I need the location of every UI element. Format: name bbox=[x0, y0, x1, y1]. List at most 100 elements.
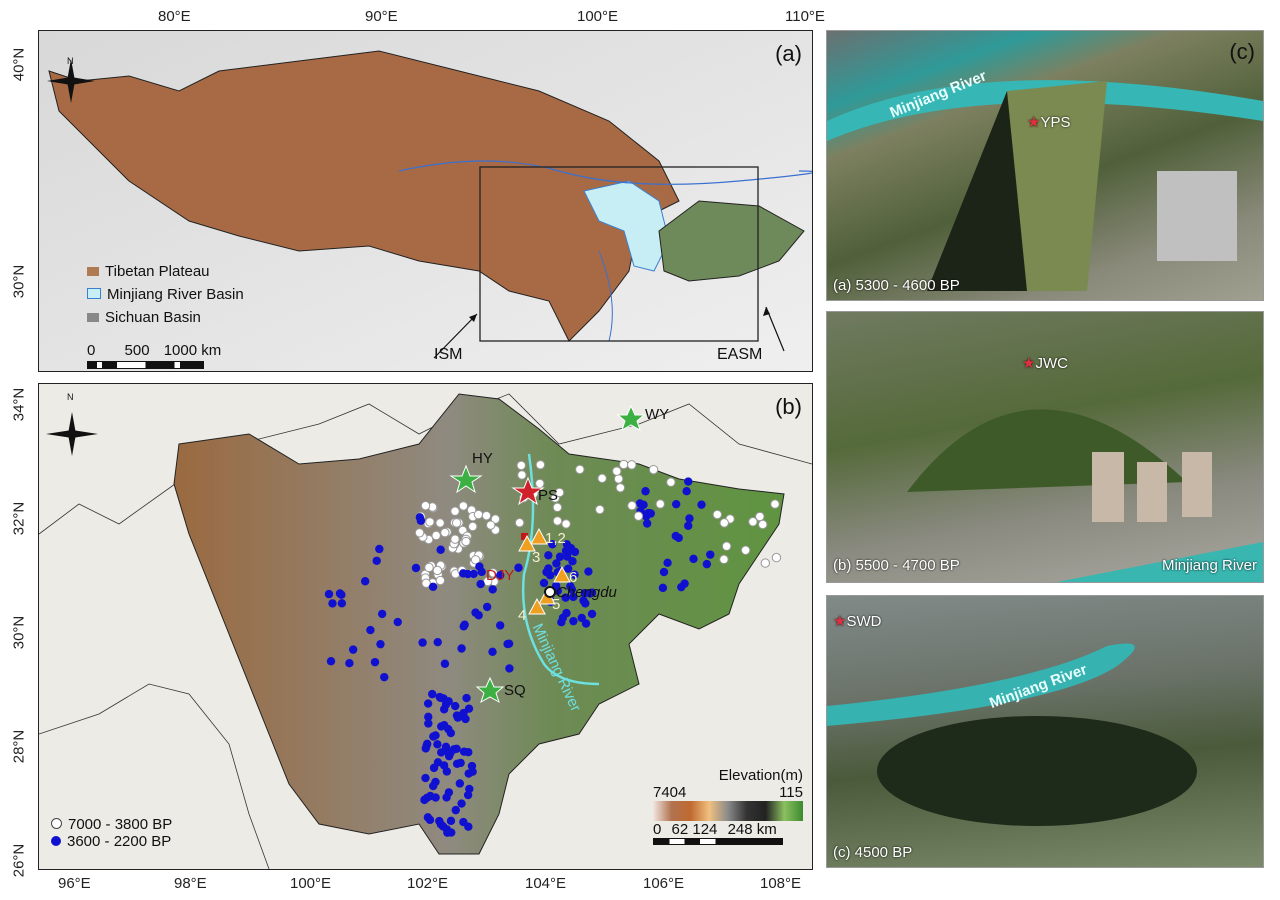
site-dot-late bbox=[682, 487, 691, 496]
photo-caption: (c) 4500 BP bbox=[833, 844, 913, 861]
site-dot-late bbox=[539, 578, 549, 588]
site-dot-late bbox=[324, 589, 334, 599]
scale-label: 0 bbox=[87, 342, 96, 359]
site-dot-late bbox=[563, 564, 573, 573]
site-dot-late bbox=[416, 516, 426, 525]
site-dot-early bbox=[613, 474, 624, 484]
elev-min: 115 bbox=[779, 784, 803, 801]
x-tick: 100°E bbox=[577, 8, 619, 25]
site-dot-early bbox=[470, 555, 481, 565]
site-dot-late bbox=[437, 748, 446, 757]
site-dot-early bbox=[627, 460, 637, 470]
site-dot-late bbox=[587, 609, 597, 619]
site-dot-early bbox=[490, 514, 501, 524]
north-arrow-icon bbox=[46, 412, 98, 456]
site-dot-late bbox=[581, 619, 591, 628]
elevation-ramp bbox=[653, 801, 803, 821]
site-triangle bbox=[518, 534, 536, 552]
photo-yps: Minjiang River ★YPS (a) 5300 - 4600 BP (… bbox=[826, 30, 1264, 301]
scale-label: 500 bbox=[124, 342, 150, 359]
site-dot-late bbox=[639, 500, 648, 510]
star-sq-icon bbox=[475, 676, 505, 704]
site-dot-late bbox=[377, 609, 387, 619]
site-dot-late bbox=[421, 744, 430, 753]
y-tick: 32°N bbox=[10, 501, 28, 536]
site-dot-late bbox=[671, 499, 681, 509]
site-dot-late bbox=[476, 579, 485, 589]
north-label: N bbox=[67, 56, 74, 66]
site-number: 6 bbox=[569, 569, 578, 586]
legend: 7000 - 3800 BP 3600 - 2200 BP bbox=[51, 816, 172, 850]
photo-caption: (a) 5300 - 4600 BP bbox=[833, 277, 960, 294]
chengdu-icon bbox=[544, 586, 556, 598]
site-dot-early bbox=[435, 575, 446, 586]
site-dot-early bbox=[425, 517, 435, 527]
scale-label: 1000 bbox=[163, 342, 198, 359]
site-dot-late bbox=[337, 599, 347, 608]
y-tick: 40°N bbox=[10, 47, 28, 82]
site-dot-early bbox=[771, 552, 782, 563]
photo-caption: (b) 5500 - 4700 BP bbox=[833, 557, 960, 574]
city-chengdu: Chengdu bbox=[556, 584, 617, 601]
site-ps: PS bbox=[538, 487, 559, 504]
legend-label: 3600 - 2200 BP bbox=[67, 833, 172, 850]
site-dot-early bbox=[719, 518, 729, 528]
site-triangle bbox=[530, 527, 548, 545]
site-dot-late bbox=[706, 550, 715, 559]
site-dot-early bbox=[486, 520, 496, 530]
site-dot-late bbox=[570, 547, 580, 557]
site-dot-late bbox=[697, 500, 706, 509]
site-dot-late bbox=[495, 621, 505, 630]
site-dot-late bbox=[555, 552, 565, 561]
x-tick: 104°E bbox=[525, 875, 567, 892]
site-dot-late bbox=[428, 689, 437, 699]
site-dot-early bbox=[468, 521, 478, 532]
x-tick: 90°E bbox=[365, 8, 398, 25]
site-dot-early bbox=[421, 578, 431, 588]
scale-bar: 0 500 1000 km bbox=[87, 342, 221, 369]
site-dot-late bbox=[418, 638, 427, 647]
site-dot-late bbox=[569, 592, 578, 602]
site-dot-late bbox=[372, 556, 381, 565]
site-dot-late bbox=[375, 544, 384, 554]
study-area-map bbox=[39, 393, 812, 869]
site-dot-early bbox=[514, 518, 525, 528]
site-dot-late bbox=[433, 637, 442, 647]
x-tick: 108°E bbox=[760, 875, 802, 892]
site-dot-early bbox=[719, 554, 729, 565]
site-dot-late bbox=[659, 567, 669, 577]
site-dot-late bbox=[424, 719, 433, 728]
panel-a-map: (a) N Tibetan Plateau Minjiang River Bas… bbox=[38, 30, 813, 372]
site-dot-early bbox=[721, 541, 732, 551]
site-dot-late bbox=[482, 602, 492, 612]
site-label: ★YPS bbox=[1027, 114, 1071, 131]
site-dot-late bbox=[464, 769, 473, 778]
site-dot-late bbox=[424, 712, 433, 722]
site-number: 1,2 bbox=[545, 530, 566, 547]
legend-label: Sichuan Basin bbox=[105, 309, 201, 326]
site-dot-late bbox=[366, 625, 375, 635]
site-dot-late bbox=[345, 658, 354, 668]
x-tick: 80°E bbox=[158, 8, 191, 25]
site-dot-late bbox=[557, 617, 566, 627]
site-dot-late bbox=[505, 664, 514, 673]
site-dot-late bbox=[584, 567, 593, 576]
panel-label: (b) bbox=[775, 394, 802, 419]
site-dot-early bbox=[552, 502, 563, 513]
site-dot-late bbox=[426, 791, 435, 801]
minjiang-river bbox=[521, 453, 600, 686]
y-tick: 30°N bbox=[10, 264, 28, 299]
photo-swd: ★SWD Minjiang River (c) 4500 BP bbox=[826, 595, 1264, 868]
site-dot-late bbox=[442, 767, 452, 776]
site-dot-late bbox=[441, 742, 451, 752]
site-dot-late bbox=[474, 611, 483, 620]
site-dot-late bbox=[326, 657, 336, 666]
site-dot-early bbox=[516, 460, 526, 471]
site-dot-early bbox=[712, 509, 723, 520]
elev-max: 7404 bbox=[653, 784, 687, 801]
site-dot-late bbox=[429, 763, 439, 773]
site-dot-late bbox=[443, 828, 452, 837]
site-dot-late bbox=[702, 559, 712, 569]
elevation-legend: Elevation(m) 7404 115 0 62 124 248 km bbox=[653, 767, 803, 845]
site-dot-early bbox=[554, 487, 565, 498]
